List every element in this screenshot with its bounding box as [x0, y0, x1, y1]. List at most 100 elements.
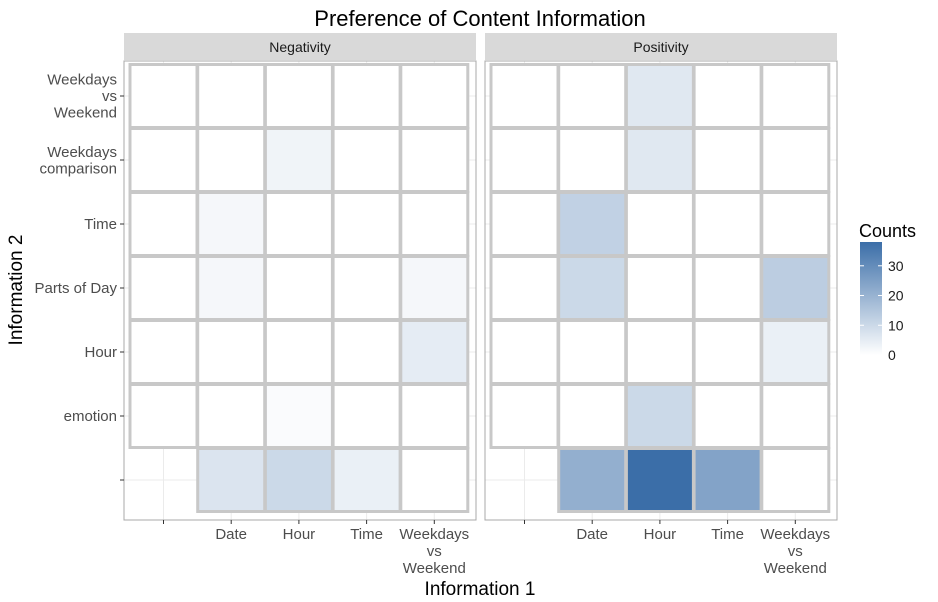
facet-strip-label: Positivity	[633, 39, 688, 55]
heatmap-tile	[331, 191, 402, 257]
heatmap-tile	[399, 447, 470, 513]
heatmap-tile	[196, 447, 267, 513]
heatmap-tile	[760, 127, 831, 193]
heatmap-tile	[557, 127, 628, 193]
heatmap-tile	[399, 127, 470, 193]
heatmap-tile	[624, 255, 695, 321]
panel-border	[123, 60, 477, 521]
heatmap-tile	[489, 63, 560, 129]
heatmap-tile	[331, 319, 402, 385]
heatmap-tile	[760, 319, 831, 385]
heatmap-tile	[557, 191, 628, 257]
x-tick-label: Time	[350, 526, 383, 543]
heatmap-tile	[128, 191, 199, 257]
heatmap-tile	[263, 63, 334, 129]
heatmap-tile	[489, 255, 560, 321]
legend-tick-label: 0	[888, 347, 896, 363]
x-tick-label: Date	[215, 526, 247, 543]
heatmap-tile	[489, 191, 560, 257]
heatmap-tile	[128, 127, 199, 193]
heatmap-tile	[263, 255, 334, 321]
y-tick-label: Hour	[84, 344, 117, 361]
heatmap-tile	[331, 447, 402, 513]
x-tick-label: Date	[576, 526, 608, 543]
x-tick-label: Weekend	[403, 560, 466, 577]
heatmap-tile	[624, 447, 695, 513]
heatmap-tile	[128, 255, 199, 321]
heatmap-tile	[557, 383, 628, 449]
heatmap-tile	[692, 127, 763, 193]
heatmap-tile	[196, 319, 267, 385]
heatmap-tile	[263, 127, 334, 193]
heatmap-tile	[692, 319, 763, 385]
y-tick-label: Parts of Day	[34, 280, 117, 297]
heatmap-tile	[399, 63, 470, 129]
facet-strip	[485, 33, 837, 60]
heatmap-tile	[760, 191, 831, 257]
x-tick-label: Hour	[283, 526, 316, 543]
y-axis-title: Information 2	[6, 235, 27, 346]
heatmap-tile	[128, 63, 199, 129]
y-tick-label: comparison	[39, 160, 117, 177]
facet-strip	[124, 33, 476, 60]
heatmap-tile	[557, 447, 628, 513]
heatmap-tile	[196, 127, 267, 193]
legend-tick-label: 20	[888, 288, 904, 304]
x-axis-title: Information 1	[425, 579, 536, 600]
heatmap-tile	[399, 255, 470, 321]
heatmap-tile	[760, 63, 831, 129]
y-tick-label: emotion	[64, 408, 117, 425]
y-tick-label: Weekdays	[47, 72, 117, 89]
x-tick-label: Weekend	[764, 560, 827, 577]
heatmap-tile	[331, 63, 402, 129]
heatmap-tile	[399, 383, 470, 449]
y-tick-label: Weekdays	[47, 144, 117, 161]
heatmap-tile	[196, 191, 267, 257]
heatmap-tile	[263, 319, 334, 385]
chart-title: Preference of Content Information	[314, 6, 645, 31]
heatmap-tile	[624, 319, 695, 385]
heatmap-tile	[489, 383, 560, 449]
heatmap-tile	[128, 319, 199, 385]
heatmap-tile	[557, 319, 628, 385]
legend-tick-label: 30	[888, 258, 904, 274]
heatmap-tile	[331, 127, 402, 193]
heatmap-tile	[692, 255, 763, 321]
heatmap-tile	[489, 127, 560, 193]
x-tick-label: Weekdays	[399, 526, 469, 543]
y-axis: WeekdaysvsWeekendWeekdayscomparisonTimeP…	[34, 72, 124, 481]
panel-border	[484, 60, 838, 521]
legend-tick-label: 10	[888, 317, 904, 333]
heatmap-tile	[489, 319, 560, 385]
x-tick-label: Time	[711, 526, 744, 543]
heatmap-tile	[692, 191, 763, 257]
heatmap-tile	[624, 127, 695, 193]
heatmap-tile	[263, 191, 334, 257]
x-tick-label: Hour	[644, 526, 677, 543]
heatmap-tile	[196, 383, 267, 449]
heatmap-tile	[692, 63, 763, 129]
heatmap-tile	[624, 191, 695, 257]
x-tick-label: vs	[788, 543, 803, 560]
y-tick-label: vs	[102, 88, 117, 105]
heatmap-tile	[196, 255, 267, 321]
heatmap-tile	[128, 383, 199, 449]
heatmap-tile	[399, 319, 470, 385]
heatmap-tile	[196, 63, 267, 129]
heatmap-tile	[399, 191, 470, 257]
heatmap-tile	[331, 255, 402, 321]
x-tick-label: Weekdays	[760, 526, 830, 543]
y-tick-label: Weekend	[54, 105, 117, 122]
heatmap-tile	[557, 255, 628, 321]
legend-colorbar	[860, 242, 882, 355]
heatmap-tile	[331, 383, 402, 449]
heatmap-tile	[263, 447, 334, 513]
heatmap-tile	[760, 255, 831, 321]
heatmap-tile	[624, 63, 695, 129]
heatmap-tile	[692, 383, 763, 449]
legend-title: Counts	[859, 221, 916, 241]
